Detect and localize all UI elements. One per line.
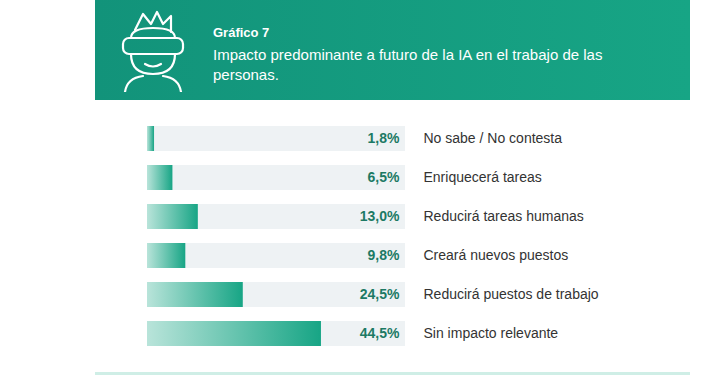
svg-text:44,5%: 44,5% — [360, 325, 400, 341]
svg-text:Creará nuevos puestos: Creará nuevos puestos — [424, 247, 569, 263]
html-text:Impacto predominante a futuro: Impacto predominante a futuro de la IA e… — [213, 46, 603, 83]
svg-text:13,0%: 13,0% — [360, 208, 400, 224]
svg-text:Enriquecerá tareas: Enriquecerá tareas — [424, 169, 542, 185]
svg-text:24,5%: 24,5% — [360, 286, 400, 302]
svg-text:No sabe / No contesta: No sabe / No contesta — [424, 130, 563, 146]
svg-text:6,5%: 6,5% — [368, 169, 400, 185]
svg-text:Reducirá puestos de trabajo: Reducirá puestos de trabajo — [424, 286, 599, 302]
svg-text:Sin impacto relevante: Sin impacto relevante — [424, 325, 559, 341]
svg-text:Reducirá tareas humanas: Reducirá tareas humanas — [424, 208, 584, 224]
html-text:Gráfico 7: Gráfico 7 — [213, 25, 270, 40]
svg-text:1,8%: 1,8% — [368, 130, 400, 146]
svg-text:9,8%: 9,8% — [368, 247, 400, 263]
